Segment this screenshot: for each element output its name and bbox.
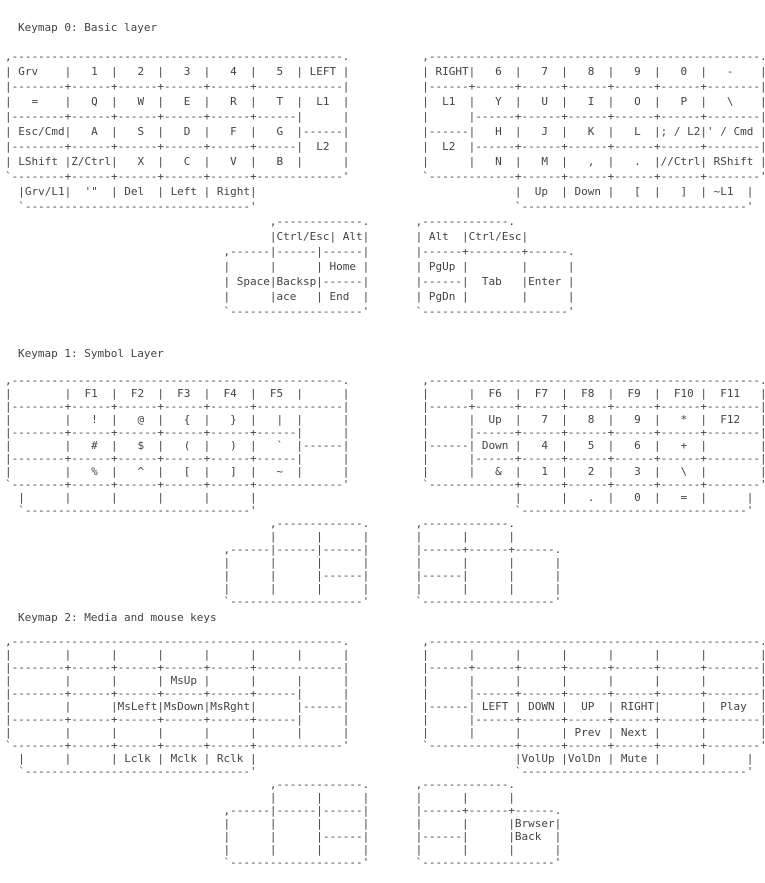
keymap-2-title: Keymap 2: Media and mouse keys bbox=[18, 611, 217, 624]
keymap-section-media: Keymap 2: Media and mouse keys ,--------… bbox=[5, 611, 765, 869]
keymap-0-title: Keymap 0: Basic layer bbox=[18, 21, 158, 34]
keymap-1-title: Keymap 1: Symbol Layer bbox=[18, 347, 164, 360]
keymap-section-symbol: Keymap 1: Symbol Layer ,----------------… bbox=[5, 347, 765, 608]
keymap-section-basic: Keymap 0: Basic layer ,-----------------… bbox=[5, 21, 765, 319]
keymap-1-ascii-art: ,---------------------------------------… bbox=[5, 374, 765, 608]
keymap-2-ascii-art: ,---------------------------------------… bbox=[5, 635, 765, 869]
keymap-0-ascii-art: ,---------------------------------------… bbox=[5, 50, 765, 318]
